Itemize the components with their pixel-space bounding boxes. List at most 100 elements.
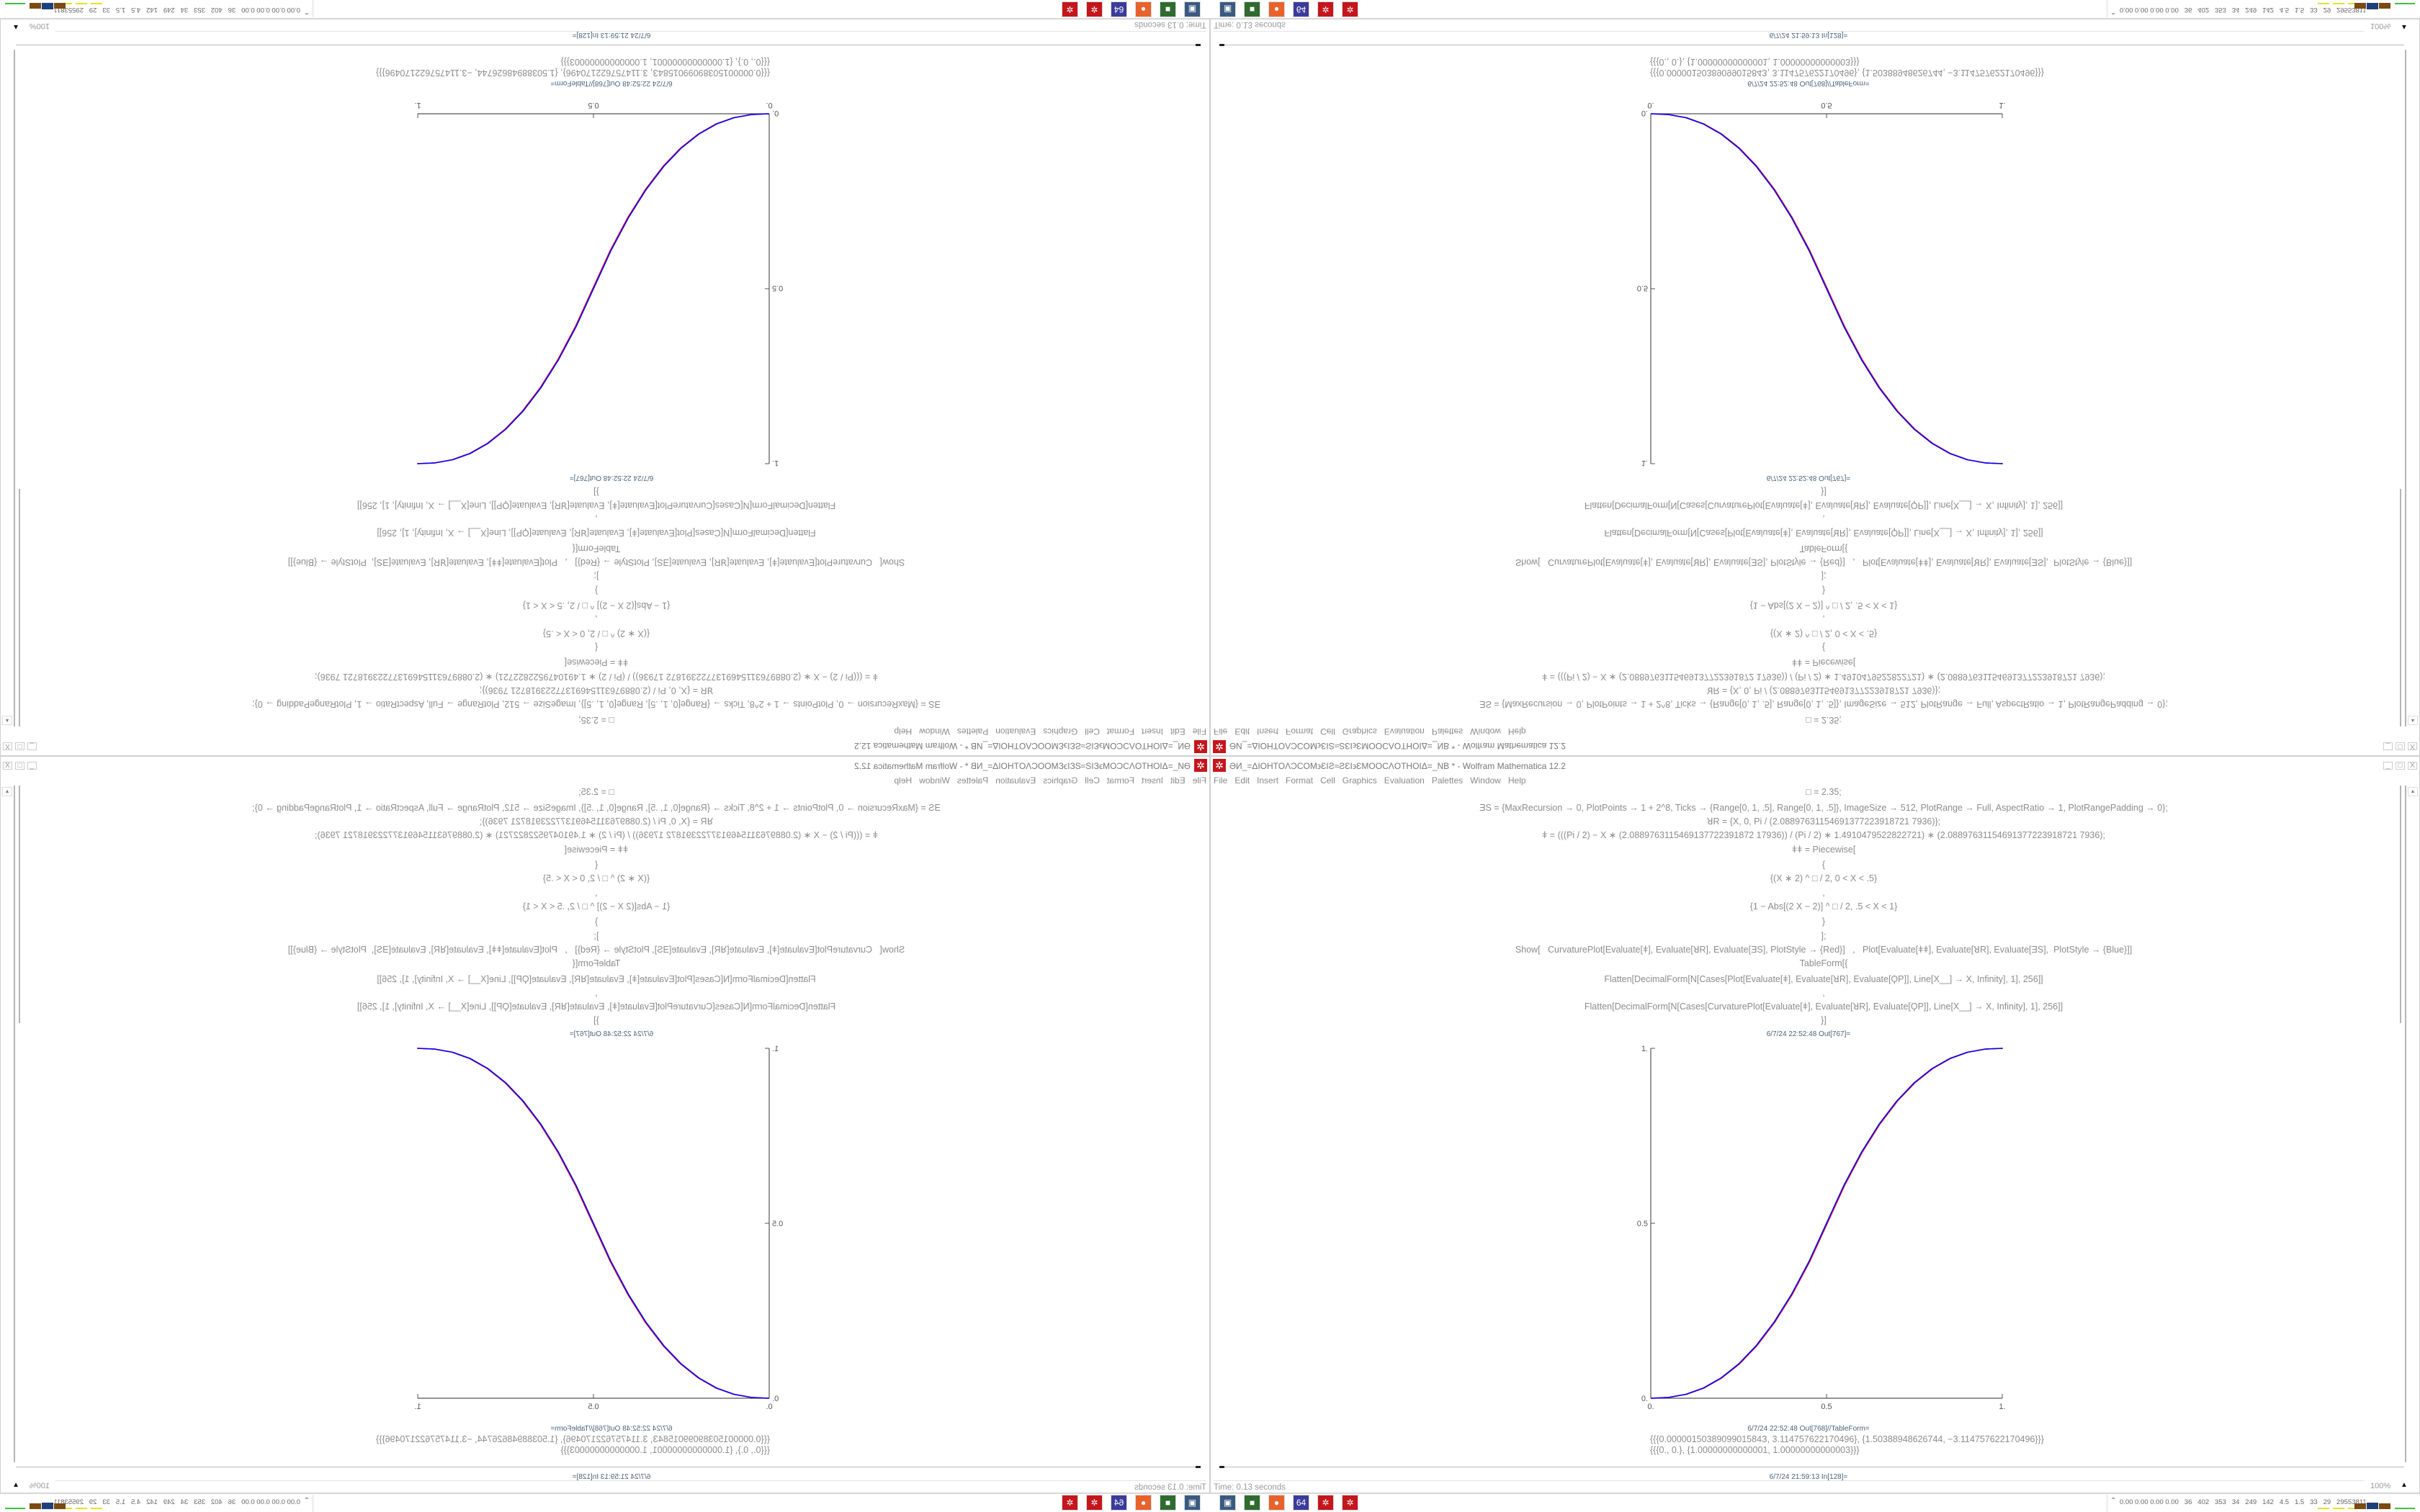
menu-window[interactable]: Window: [919, 726, 950, 737]
menu-graphics[interactable]: Graphics: [1043, 726, 1078, 737]
code-line[interactable]: Show[ CurvaturePlot[Evaluate[ǂ], Evaluat…: [1515, 557, 2133, 567]
code-line[interactable]: ǂǂ = Piecewise[: [1791, 657, 1856, 667]
code-line[interactable]: Flatten[DecimalForm[N[Cases[CurvaturePlo…: [357, 500, 836, 510]
code-line[interactable]: }: [594, 917, 599, 927]
terminal-icon[interactable]: ■: [1160, 1, 1176, 17]
code-line[interactable]: ǂ = (((Pi / 2) − X ∗ (2.0889763115469137…: [1542, 672, 2105, 682]
code-line[interactable]: □ = 2.35;: [578, 787, 614, 797]
cell-group-bracket[interactable]: [2405, 786, 2406, 1462]
code-line[interactable]: ,: [1822, 514, 1825, 524]
tray-expand-icon[interactable]: ⌃: [2110, 1497, 2117, 1505]
code-line[interactable]: ];: [1821, 571, 1827, 581]
cell-group-bracket[interactable]: [2405, 50, 2406, 726]
code-line[interactable]: ǂǂ = Piecewise[: [564, 657, 629, 667]
menu-format[interactable]: Format: [1106, 726, 1134, 737]
code-line[interactable]: }: [1821, 917, 1826, 927]
menu-help[interactable]: Help: [1507, 726, 1526, 737]
code-line[interactable]: TableForm[{: [1799, 958, 1848, 968]
vertical-scrollbar[interactable]: ▲: [2, 787, 12, 1471]
menu-evaluation[interactable]: Evaluation: [995, 726, 1036, 737]
menu-graphics[interactable]: Graphics: [1043, 775, 1078, 786]
menu-insert[interactable]: Insert: [1257, 775, 1279, 786]
menu-graphics[interactable]: Graphics: [1342, 726, 1377, 737]
code-line[interactable]: ǂǂ = Piecewise[: [564, 845, 629, 855]
menu-format[interactable]: Format: [1286, 726, 1314, 737]
firefox-icon[interactable]: ●: [1268, 1, 1285, 17]
code-line[interactable]: {: [1821, 860, 1826, 870]
zoom-menu-arrow-icon[interactable]: ▲: [2401, 1481, 2408, 1489]
scroll-up-arrow-icon[interactable]: ▲: [2408, 716, 2418, 725]
scroll-up-arrow-icon[interactable]: ▲: [2408, 787, 2418, 796]
mathematica-icon[interactable]: ✲: [1342, 1, 1358, 17]
cell-bracket[interactable]: [2400, 489, 2401, 726]
menu-cell[interactable]: Cell: [1320, 775, 1335, 786]
maximize-button[interactable]: □: [15, 762, 24, 770]
code-line[interactable]: ǂ = (((Pi / 2) − X ∗ (2.0889763115469137…: [315, 830, 878, 840]
menu-window[interactable]: Window: [1470, 726, 1501, 737]
code-line[interactable]: ,: [1822, 988, 1825, 998]
menu-evaluation[interactable]: Evaluation: [1384, 726, 1425, 737]
minimize-button[interactable]: _: [2383, 762, 2393, 770]
close-button[interactable]: X: [3, 762, 12, 770]
code-line[interactable]: {1 − Abs[(2 X − 2)] ^ □ / 2, .5 < X < 1}: [522, 600, 671, 611]
code-line[interactable]: {: [1821, 642, 1826, 652]
floppy-64-icon[interactable]: 64: [1111, 1495, 1127, 1511]
code-line[interactable]: }]: [593, 487, 599, 497]
terminal-icon[interactable]: ■: [1160, 1495, 1176, 1511]
code-line[interactable]: Show[ CurvaturePlot[Evaluate[ǂ], Evaluat…: [1515, 945, 2133, 955]
menu-help[interactable]: Help: [894, 775, 913, 786]
tray-expand-icon[interactable]: ⌃: [2110, 7, 2117, 15]
mathematica-icon[interactable]: ✲: [1086, 1, 1103, 17]
menu-cell[interactable]: Cell: [1320, 726, 1335, 737]
menu-edit[interactable]: Edit: [1234, 775, 1250, 786]
code-line[interactable]: ];: [593, 931, 599, 941]
code-line[interactable]: {: [594, 642, 599, 652]
zoom-level[interactable]: 100%: [2370, 22, 2391, 30]
code-line[interactable]: ,: [1822, 888, 1825, 898]
code-line[interactable]: }]: [593, 1015, 599, 1025]
code-line[interactable]: {: [594, 860, 599, 870]
code-line[interactable]: }: [594, 585, 599, 595]
code-line[interactable]: }]: [1821, 1015, 1827, 1025]
zoom-menu-arrow-icon[interactable]: ▲: [12, 1481, 19, 1489]
close-button[interactable]: X: [2408, 762, 2417, 770]
zoom-menu-arrow-icon[interactable]: ▲: [2401, 23, 2408, 31]
firefox-icon[interactable]: ●: [1135, 1, 1152, 17]
maximize-button[interactable]: □: [2396, 742, 2405, 750]
remote-desktop-icon[interactable]: ▣: [1184, 1495, 1201, 1511]
vertical-scrollbar[interactable]: ▲: [2408, 787, 2418, 1471]
code-line[interactable]: Flatten[DecimalForm[N[Cases[Plot[Evaluat…: [1604, 974, 2043, 984]
code-line[interactable]: ꓤR = {X, 0, Pi / (2.08897631154691377223…: [1706, 685, 1941, 696]
firefox-icon[interactable]: ●: [1135, 1495, 1152, 1511]
code-line[interactable]: ];: [1821, 931, 1827, 941]
code-line[interactable]: Show[ CurvaturePlot[Evaluate[ǂ], Evaluat…: [287, 557, 905, 567]
code-line[interactable]: ǂ = (((Pi / 2) − X ∗ (2.0889763115469137…: [1542, 830, 2105, 840]
vertical-scrollbar[interactable]: ▲: [2408, 41, 2418, 725]
code-line[interactable]: Flatten[DecimalForm[N[Cases[Plot[Evaluat…: [377, 974, 816, 984]
code-line[interactable]: Flatten[DecimalForm[N[Cases[CurvaturePlo…: [1584, 1002, 2063, 1012]
code-line[interactable]: ǂ = (((Pi / 2) − X ∗ (2.0889763115469137…: [315, 672, 878, 682]
remote-desktop-icon[interactable]: ▣: [1219, 1, 1236, 17]
menu-palettes[interactable]: Palettes: [1431, 775, 1464, 786]
mathematica-icon[interactable]: ✲: [1062, 1, 1078, 17]
code-line[interactable]: ƎS = {MaxRecursion → 0, PlotPoints → 1 +…: [252, 699, 941, 709]
menu-cell[interactable]: Cell: [1085, 775, 1100, 786]
close-button[interactable]: X: [2408, 742, 2417, 750]
menu-palettes[interactable]: Palettes: [956, 775, 989, 786]
code-line[interactable]: ,: [595, 988, 598, 998]
menu-palettes[interactable]: Palettes: [956, 726, 989, 737]
zoom-level[interactable]: 100%: [2370, 1482, 2391, 1490]
code-line[interactable]: {(X ∗ 2) ^ □ / 2, 0 < X < .5}: [1770, 629, 1878, 639]
code-line[interactable]: Flatten[DecimalForm[N[Cases[CurvaturePlo…: [357, 1002, 836, 1012]
code-line[interactable]: ,: [1822, 614, 1825, 624]
menu-evaluation[interactable]: Evaluation: [995, 775, 1036, 786]
remote-desktop-icon[interactable]: ▣: [1219, 1495, 1236, 1511]
menu-graphics[interactable]: Graphics: [1342, 775, 1377, 786]
minimize-button[interactable]: _: [2383, 742, 2393, 750]
menu-format[interactable]: Format: [1106, 775, 1134, 786]
code-line[interactable]: ,: [595, 888, 598, 898]
code-line[interactable]: {(X ∗ 2) ^ □ / 2, 0 < X < .5}: [542, 873, 650, 883]
cell-bracket[interactable]: [2400, 786, 2401, 1023]
code-line[interactable]: TableForm[{: [572, 544, 621, 554]
code-line[interactable]: Show[ CurvaturePlot[Evaluate[ǂ], Evaluat…: [287, 945, 905, 955]
